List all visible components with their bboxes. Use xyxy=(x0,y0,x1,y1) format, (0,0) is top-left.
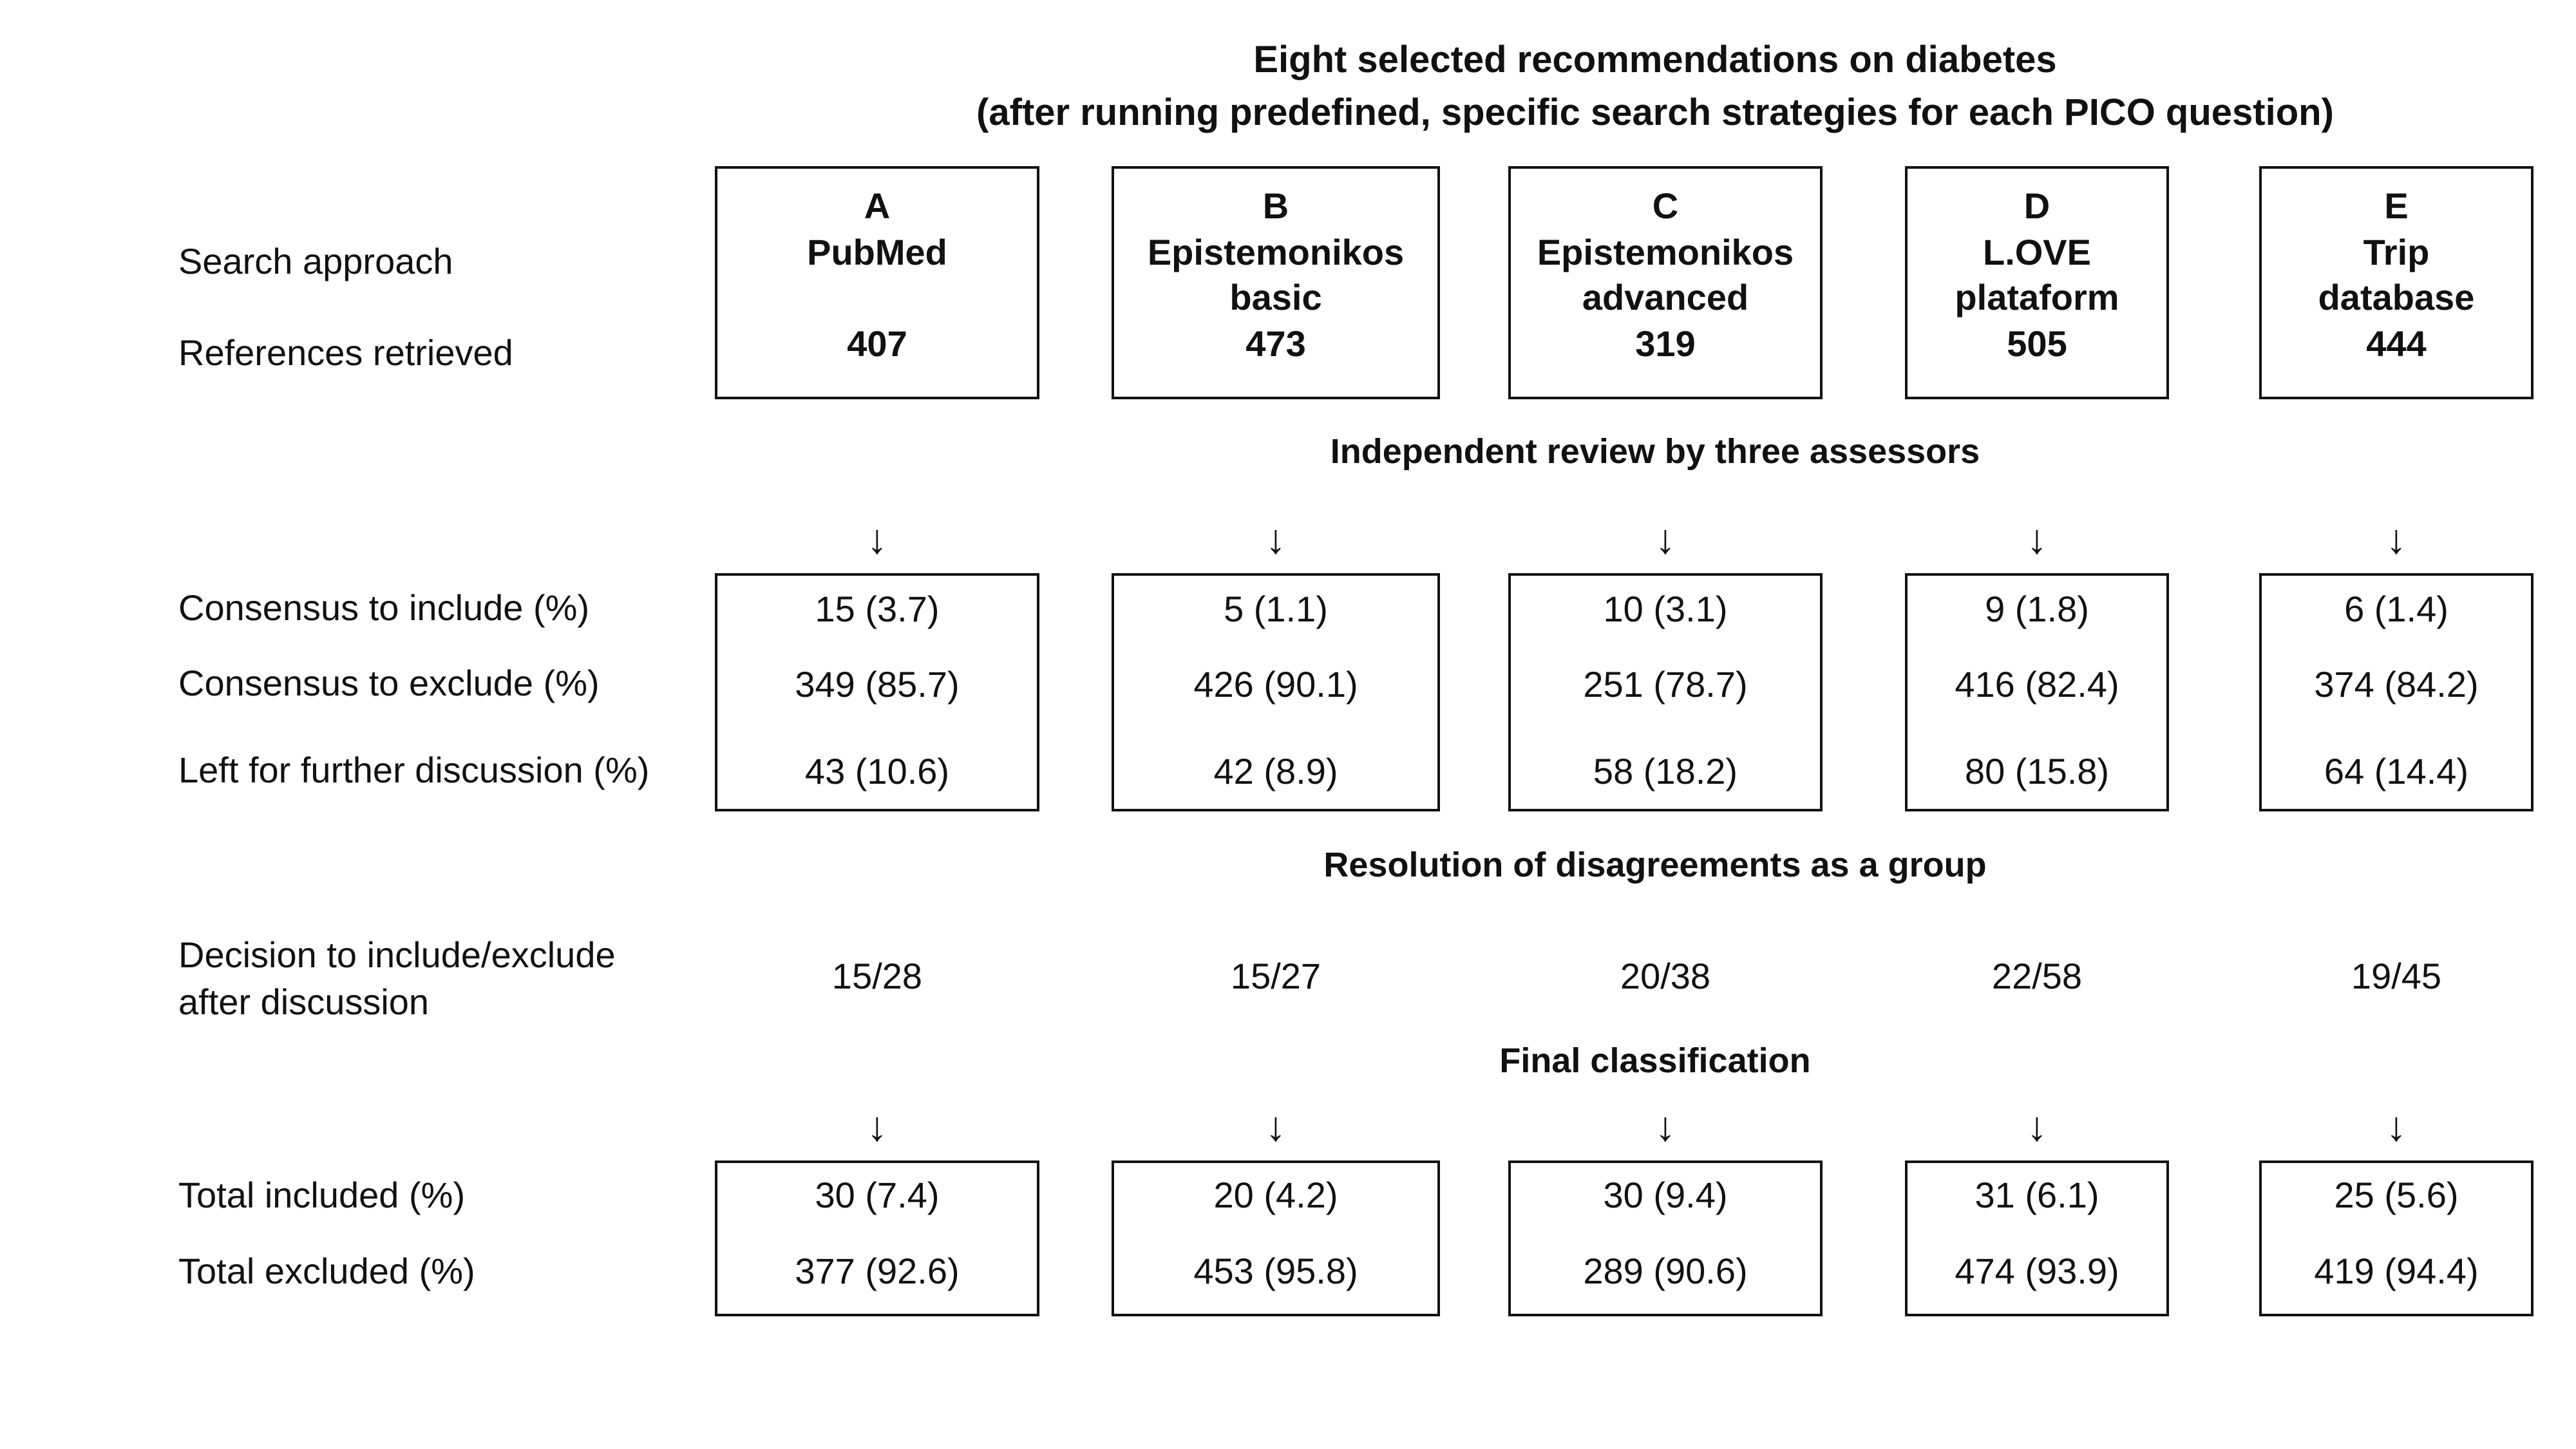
label-total-included: Total included (%) xyxy=(178,1172,465,1218)
section-final-classification: Final classification xyxy=(657,1041,2576,1081)
down-arrow-icon: ↓ xyxy=(2332,1103,2461,1150)
references-count: 444 xyxy=(2262,321,2531,367)
final-box-e: 25 (5.6) 419 (94.4) xyxy=(2259,1160,2533,1316)
down-arrow-icon: ↓ xyxy=(1601,515,1730,563)
consensus-box-d: 9 (1.8) 416 (82.4) 80 (15.8) xyxy=(1905,573,2169,811)
references-count: 505 xyxy=(1908,321,2166,367)
references-count: 473 xyxy=(1114,321,1437,367)
down-arrow-icon: ↓ xyxy=(1973,1103,2101,1150)
label-references-retrieved: References retrieved xyxy=(178,330,513,376)
references-count: 319 xyxy=(1511,321,1820,367)
total-excluded-value: 289 (90.6) xyxy=(1511,1248,1820,1294)
consensus-include-value: 9 (1.8) xyxy=(1908,586,2166,632)
section-independent-review: Independent review by three assessors xyxy=(657,431,2576,471)
approach-name: PubMed xyxy=(717,229,1037,276)
approach-name: Epistemonikos xyxy=(1511,229,1820,276)
label-further-discussion: Left for further discussion (%) xyxy=(178,747,649,793)
further-discussion-value: 80 (15.8) xyxy=(1908,748,2166,795)
final-box-d: 31 (6.1) 474 (93.9) xyxy=(1905,1160,2169,1316)
down-arrow-icon: ↓ xyxy=(813,515,942,563)
down-arrow-icon: ↓ xyxy=(1211,1103,1340,1150)
decision-value: 20/38 xyxy=(1537,955,1794,997)
final-box-b: 20 (4.2) 453 (95.8) xyxy=(1112,1160,1440,1316)
label-decision-line-2: after discussion xyxy=(178,979,429,1025)
consensus-box-b: 5 (1.1) 426 (90.1) 42 (8.9) xyxy=(1112,573,1440,811)
label-search-approach: Search approach xyxy=(178,238,453,285)
consensus-include-value: 10 (3.1) xyxy=(1511,586,1820,632)
consensus-exclude-value: 374 (84.2) xyxy=(2262,661,2531,708)
approach-box-e: E Trip database 444 xyxy=(2259,166,2533,399)
consensus-exclude-value: 426 (90.1) xyxy=(1114,661,1437,708)
approach-letter: B xyxy=(1114,183,1437,229)
consensus-exclude-value: 416 (82.4) xyxy=(1908,661,2166,708)
label-consensus-include: Consensus to include (%) xyxy=(178,585,589,631)
approach-name: Epistemonikos xyxy=(1114,229,1437,276)
approach-box-d: D L.OVE plataform 505 xyxy=(1905,166,2169,399)
approach-name-2: plataform xyxy=(1908,274,2166,321)
down-arrow-icon: ↓ xyxy=(1973,515,2101,563)
decision-value: 22/58 xyxy=(1908,955,2166,997)
approach-letter: A xyxy=(717,183,1037,229)
consensus-include-value: 15 (3.7) xyxy=(717,586,1037,632)
approach-name-2: basic xyxy=(1114,274,1437,321)
further-discussion-value: 64 (14.4) xyxy=(2262,748,2531,795)
consensus-box-a: 15 (3.7) 349 (85.7) 43 (10.6) xyxy=(715,573,1039,811)
further-discussion-value: 58 (18.2) xyxy=(1511,748,1820,795)
final-box-c: 30 (9.4) 289 (90.6) xyxy=(1508,1160,1823,1316)
total-included-value: 31 (6.1) xyxy=(1908,1172,2166,1218)
down-arrow-icon: ↓ xyxy=(1211,515,1340,563)
further-discussion-value: 43 (10.6) xyxy=(717,748,1037,795)
approach-letter: D xyxy=(1908,183,2166,229)
total-included-value: 25 (5.6) xyxy=(2262,1172,2531,1218)
approach-name: Trip xyxy=(2262,229,2531,276)
label-consensus-exclude: Consensus to exclude (%) xyxy=(178,660,600,706)
approach-box-a: A PubMed 407 xyxy=(715,166,1039,399)
final-box-a: 30 (7.4) 377 (92.6) xyxy=(715,1160,1039,1316)
total-excluded-value: 419 (94.4) xyxy=(2262,1248,2531,1294)
total-included-value: 30 (9.4) xyxy=(1511,1172,1820,1218)
consensus-box-c: 10 (3.1) 251 (78.7) 58 (18.2) xyxy=(1508,573,1823,811)
title-line-2: (after running predefined, specific sear… xyxy=(657,86,2576,139)
total-excluded-value: 474 (93.9) xyxy=(1908,1248,2166,1294)
label-decision-line-1: Decision to include/exclude xyxy=(178,932,616,978)
title-line-1: Eight selected recommendations on diabet… xyxy=(657,33,2576,86)
total-included-value: 30 (7.4) xyxy=(717,1172,1037,1218)
references-count: 407 xyxy=(717,321,1037,367)
consensus-include-value: 5 (1.1) xyxy=(1114,586,1437,632)
total-excluded-value: 453 (95.8) xyxy=(1114,1248,1437,1294)
further-discussion-value: 42 (8.9) xyxy=(1114,748,1437,795)
down-arrow-icon: ↓ xyxy=(813,1103,942,1150)
total-excluded-value: 377 (92.6) xyxy=(717,1248,1037,1294)
approach-box-c: C Epistemonikos advanced 319 xyxy=(1508,166,1823,399)
approach-letter: E xyxy=(2262,183,2531,229)
section-resolution: Resolution of disagreements as a group xyxy=(657,845,2576,885)
total-included-value: 20 (4.2) xyxy=(1114,1172,1437,1218)
approach-letter: C xyxy=(1511,183,1820,229)
label-total-excluded: Total excluded (%) xyxy=(178,1248,475,1294)
consensus-exclude-value: 251 (78.7) xyxy=(1511,661,1820,708)
decision-value: 15/27 xyxy=(1147,955,1405,997)
consensus-box-e: 6 (1.4) 374 (84.2) 64 (14.4) xyxy=(2259,573,2533,811)
approach-name: L.OVE xyxy=(1908,229,2166,276)
approach-name-2: advanced xyxy=(1511,274,1820,321)
down-arrow-icon: ↓ xyxy=(1601,1103,1730,1150)
decision-value: 19/45 xyxy=(2268,955,2525,997)
decision-value: 15/28 xyxy=(748,955,1006,997)
approach-name-2: database xyxy=(2262,274,2531,321)
consensus-exclude-value: 349 (85.7) xyxy=(717,661,1037,708)
approach-box-b: B Epistemonikos basic 473 xyxy=(1112,166,1440,399)
consensus-include-value: 6 (1.4) xyxy=(2262,586,2531,632)
down-arrow-icon: ↓ xyxy=(2332,515,2461,563)
